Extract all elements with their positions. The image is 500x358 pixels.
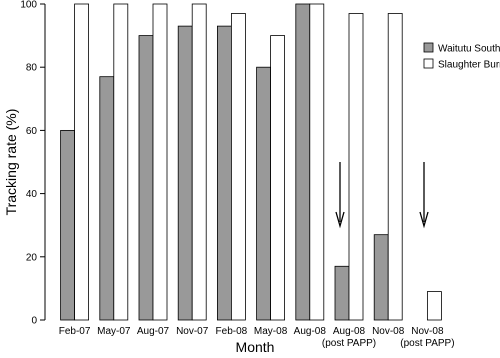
bar <box>216 25 232 321</box>
x-tick-label: May-08 <box>254 326 288 337</box>
arrow <box>335 162 345 229</box>
bar <box>191 3 207 321</box>
legend-swatch <box>423 42 434 53</box>
bar <box>334 265 350 321</box>
legend-label: Slaughter Burn <box>438 60 500 71</box>
legend-swatch <box>423 58 434 69</box>
x-tick-label: May-07 <box>97 326 131 337</box>
bar <box>256 66 272 321</box>
bar <box>348 13 364 321</box>
bar <box>113 3 129 321</box>
bar <box>138 35 154 321</box>
legend-label: Waitutu South <box>438 44 500 55</box>
x-tick-label: Nov-08 (post PAPP) <box>400 326 454 349</box>
bar <box>74 3 89 321</box>
y-tick-label: 0 <box>31 316 37 327</box>
bar <box>426 291 442 321</box>
x-tick-label: Feb-07 <box>59 326 91 337</box>
x-tick-label: Nov-08 <box>372 326 405 337</box>
x-tick-label: Aug-07 <box>137 326 170 337</box>
x-axis-label: Month <box>236 339 275 355</box>
bar <box>387 13 403 321</box>
bar <box>152 3 168 321</box>
y-tick-label: 100 <box>20 0 37 11</box>
y-tick-label: 20 <box>26 252 38 263</box>
x-tick-label: Aug-08 (post PAPP) <box>322 326 376 349</box>
x-tick-label: Feb-08 <box>216 326 248 337</box>
bar <box>60 129 75 321</box>
y-tick-label: 40 <box>26 189 38 200</box>
bar <box>295 3 311 321</box>
bar <box>270 35 286 321</box>
bar <box>230 13 246 321</box>
arrow <box>419 162 429 229</box>
bar <box>309 3 325 321</box>
x-tick-label: Aug-08 <box>294 326 327 337</box>
bar <box>99 76 115 321</box>
x-tick-label: Nov-07 <box>176 326 209 337</box>
y-axis-label: Tracking rate (%) <box>3 109 19 216</box>
bar <box>177 25 193 321</box>
bar <box>373 234 389 321</box>
y-tick-label: 60 <box>26 126 38 137</box>
y-tick-label: 80 <box>26 63 38 74</box>
